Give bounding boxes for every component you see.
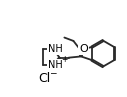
Text: O: O [79, 44, 88, 54]
Text: −: − [49, 68, 57, 77]
Text: NH: NH [48, 60, 62, 70]
Text: NH: NH [48, 44, 62, 54]
Text: +: + [61, 55, 68, 64]
Text: Cl: Cl [38, 71, 50, 84]
